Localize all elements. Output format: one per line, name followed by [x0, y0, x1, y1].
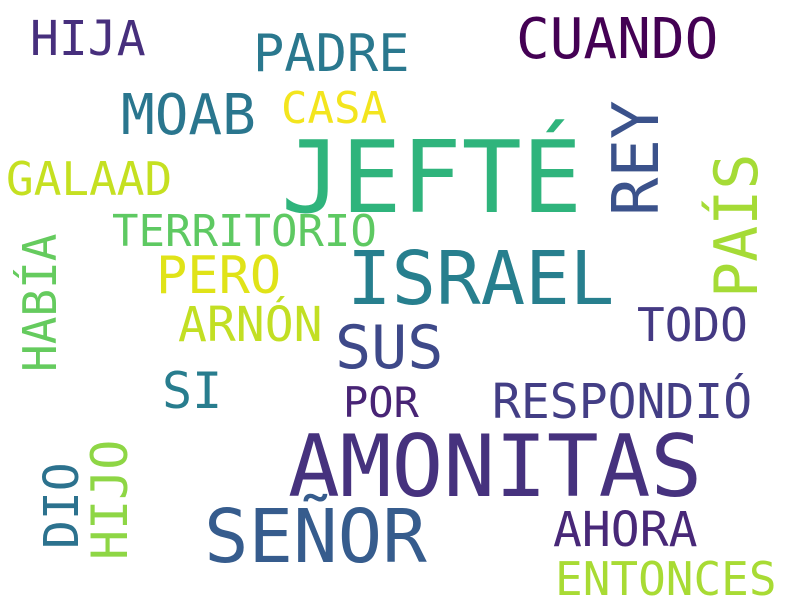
word-cuando: CUANDO: [516, 7, 719, 72]
word-pero: PERO: [156, 246, 282, 306]
word-senor: SEÑOR: [204, 494, 427, 580]
word-pais: PAÍS: [702, 153, 772, 299]
word-entonces: ENTONCES: [555, 552, 777, 600]
word-casa: CASA: [281, 83, 387, 134]
word-si: SI: [162, 362, 223, 420]
word-amonitas: AMONITAS: [288, 417, 703, 517]
word-galaad: GALAAD: [6, 152, 173, 206]
word-dio: DIO: [34, 462, 90, 549]
word-ahora: AHORA: [553, 502, 698, 558]
word-territorio: TERRITORIO: [112, 206, 377, 257]
word-rey: REY: [600, 100, 674, 216]
word-por: POR: [343, 378, 419, 427]
word-hija: HIJA: [30, 11, 146, 67]
word-arnon: ARNÓN: [178, 297, 323, 353]
word-moab: MOAB: [121, 83, 256, 148]
word-sus: SUS: [335, 313, 444, 383]
word-habia: HABÍA: [13, 233, 67, 372]
word-respondio: RESPONDIÓ: [492, 374, 753, 430]
word-jefte: JEFTÉ: [281, 119, 583, 236]
word-padre: PADRE: [253, 24, 410, 84]
word-israel: ISRAEL: [347, 236, 615, 322]
word-todo: TODO: [637, 298, 748, 352]
word-hijo: HIJO: [81, 439, 139, 560]
